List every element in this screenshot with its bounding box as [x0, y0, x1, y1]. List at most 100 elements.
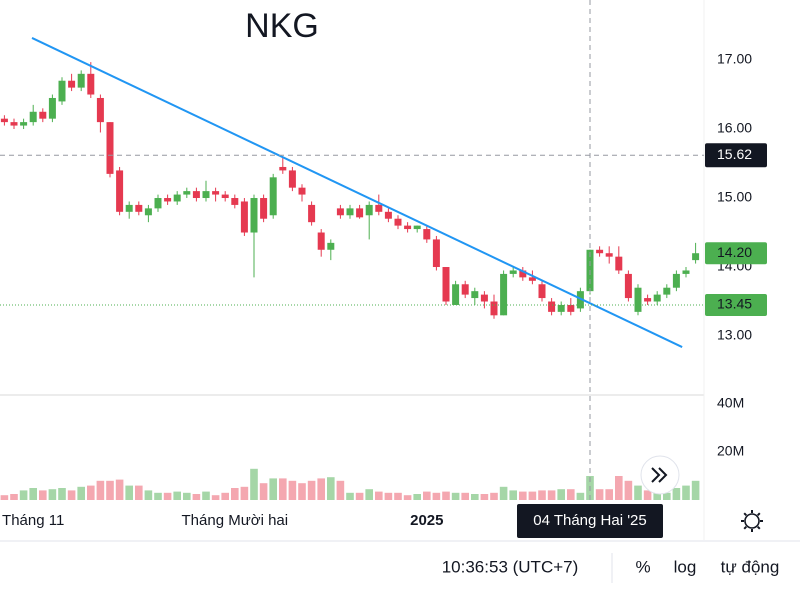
volume-bar	[106, 480, 114, 500]
candle-body	[77, 73, 85, 88]
gear-teeth[interactable]	[741, 510, 763, 532]
y-tick-label: 17.00	[717, 51, 752, 67]
volume-bar	[77, 486, 85, 500]
candle-body	[144, 208, 152, 216]
crosshair-y-badge	[705, 143, 767, 168]
candle-body	[221, 194, 229, 199]
candle-body	[183, 191, 191, 195]
volume-bar	[663, 492, 671, 500]
volume-bar	[48, 489, 57, 500]
candle-body	[231, 198, 239, 205]
candle-body	[346, 208, 354, 216]
candle-body	[605, 253, 613, 257]
candle-body	[365, 204, 373, 216]
volume-bar	[490, 492, 498, 500]
candle-body	[634, 287, 642, 312]
volume-bar	[567, 489, 575, 500]
volume-bar	[317, 478, 325, 500]
log-button[interactable]: log	[674, 557, 697, 576]
candle-body	[154, 198, 162, 209]
volume-bar	[192, 494, 201, 500]
candle-body	[509, 270, 517, 274]
candle-body	[567, 304, 575, 312]
candle-body	[644, 298, 652, 302]
candle-body	[432, 239, 440, 268]
candle-body	[375, 204, 383, 212]
volume-bar	[403, 495, 412, 500]
volume-bar	[394, 492, 402, 500]
price-label: 14.20	[717, 244, 752, 260]
volume-bar	[547, 490, 556, 500]
candle-body	[279, 166, 287, 171]
crosshair-y-label: 15.62	[717, 146, 752, 162]
candle-body	[672, 273, 680, 288]
crosshair-x-label: 04 Tháng Hai '25	[533, 512, 647, 529]
candle-body	[615, 256, 623, 271]
volume-tick-label: 40M	[717, 395, 744, 411]
volume-bar	[250, 468, 258, 500]
candle-body	[68, 80, 76, 88]
candle-body	[624, 273, 632, 299]
candle-body	[0, 118, 8, 123]
price-label: 13.45	[717, 296, 752, 312]
candle-body	[164, 198, 172, 202]
candle-body	[548, 301, 556, 312]
volume-bar	[509, 490, 517, 500]
crosshair-x-badge	[517, 504, 663, 538]
candle-body	[269, 177, 277, 216]
volume-bar	[183, 492, 191, 500]
candle-body	[461, 284, 469, 295]
volume-bar	[163, 492, 172, 500]
volume-bar	[442, 491, 450, 500]
volume-bar	[576, 492, 585, 500]
candle-body	[116, 170, 124, 212]
candle-body	[298, 187, 306, 195]
candle-body	[413, 225, 421, 230]
candle-body	[96, 97, 104, 123]
candle-body	[500, 273, 508, 316]
candle-body	[87, 73, 95, 95]
percent-button[interactable]: %	[635, 557, 650, 576]
volume-bar	[327, 477, 335, 500]
auto-button[interactable]: tự động	[721, 557, 780, 576]
candle-body	[336, 208, 344, 216]
candle-body	[490, 301, 498, 316]
x-tick-label: Tháng Mười hai	[182, 512, 289, 529]
volume-bar	[202, 491, 210, 500]
candle-body	[692, 253, 700, 261]
volume-bar	[19, 490, 28, 500]
scroll-button[interactable]	[640, 455, 680, 495]
candle-body	[596, 249, 604, 254]
candle-body	[135, 204, 143, 212]
chart-title: NKG	[245, 7, 319, 45]
volume-bar	[144, 490, 153, 500]
volume-bar	[595, 489, 604, 500]
volume-bar	[355, 492, 364, 500]
volume-bar	[221, 492, 229, 500]
candle-body	[653, 294, 661, 302]
volume-bar	[423, 491, 431, 500]
y-tick-label: 15.00	[717, 189, 752, 205]
volume-bar	[115, 479, 124, 500]
price-badge	[705, 293, 767, 316]
candle-body	[528, 277, 536, 281]
scroll-icon[interactable]	[651, 467, 668, 483]
volume-bar	[461, 492, 469, 500]
candle-body	[471, 291, 479, 299]
settings-button[interactable]	[741, 510, 763, 532]
volume-bar	[375, 491, 383, 500]
volume-bar	[211, 495, 220, 500]
volume-bar	[346, 492, 354, 500]
candle-body	[394, 218, 402, 226]
volume-bar	[269, 478, 277, 500]
candle-body	[682, 270, 690, 274]
volume-bar	[154, 492, 162, 500]
volume-bar	[365, 489, 373, 500]
gear-ring[interactable]	[744, 513, 760, 529]
candle-body	[260, 198, 268, 219]
volume-bar	[10, 494, 18, 500]
candle-body	[106, 122, 114, 174]
candle-body	[250, 198, 258, 233]
